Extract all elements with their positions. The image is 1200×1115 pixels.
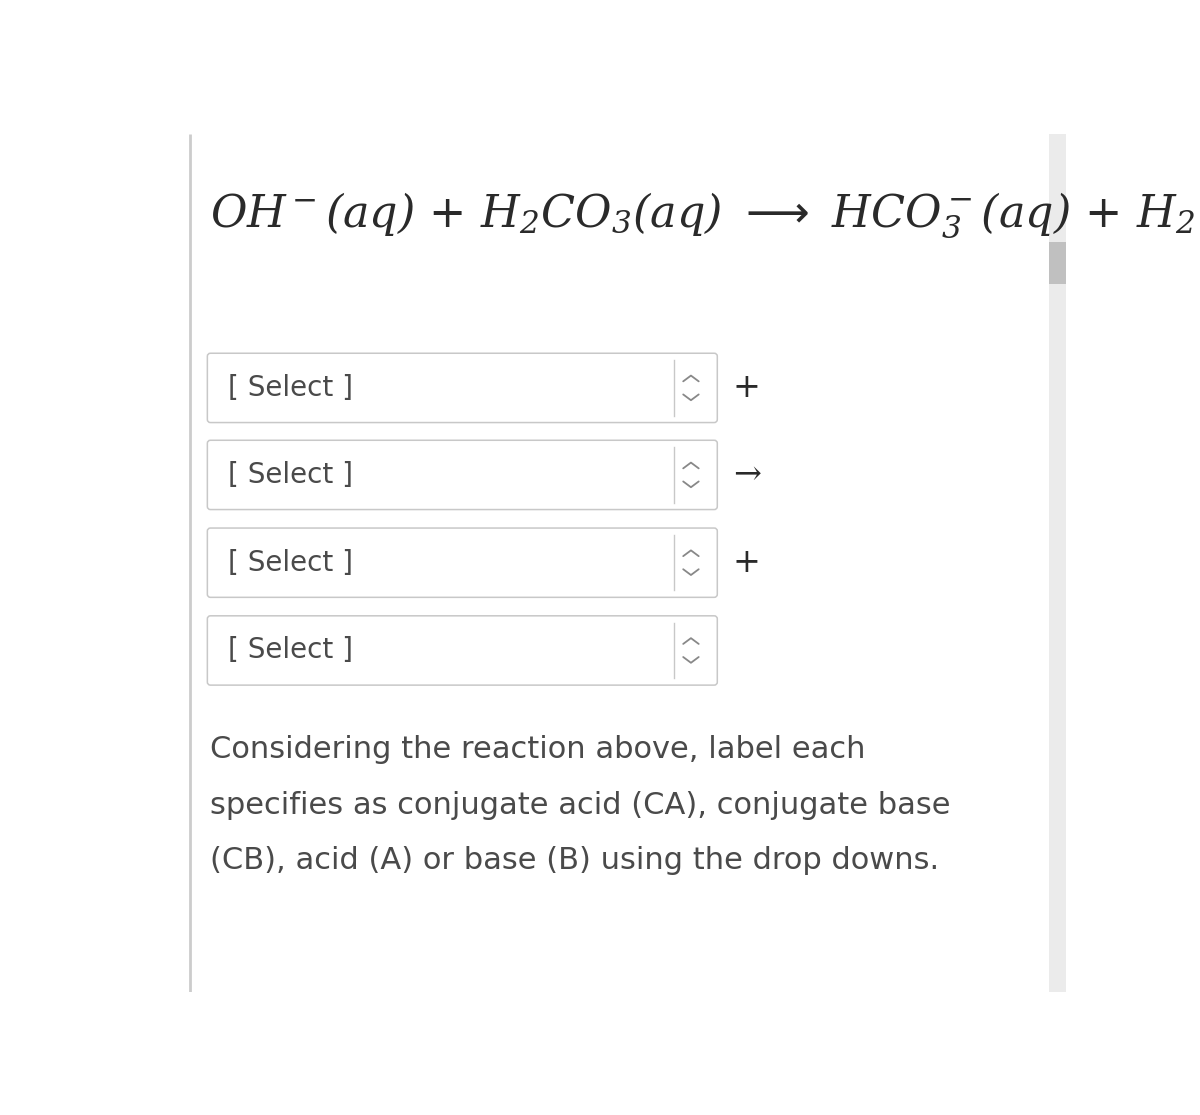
Text: [ Select ]: [ Select ] xyxy=(228,549,353,576)
FancyBboxPatch shape xyxy=(208,440,718,510)
Text: →: → xyxy=(733,459,761,491)
FancyBboxPatch shape xyxy=(208,353,718,423)
Text: (CB), acid (A) or base (B) using the drop downs.: (CB), acid (A) or base (B) using the dro… xyxy=(210,846,940,875)
Text: specifies as conjugate acid (CA), conjugate base: specifies as conjugate acid (CA), conjug… xyxy=(210,791,950,820)
FancyBboxPatch shape xyxy=(150,134,1080,992)
Text: [ Select ]: [ Select ] xyxy=(228,637,353,665)
FancyBboxPatch shape xyxy=(1049,134,1066,992)
FancyBboxPatch shape xyxy=(208,615,718,685)
Text: +: + xyxy=(733,546,761,579)
FancyBboxPatch shape xyxy=(208,529,718,598)
Text: Considering the reaction above, label each: Considering the reaction above, label ea… xyxy=(210,735,866,764)
FancyBboxPatch shape xyxy=(1049,242,1066,284)
Text: [ Select ]: [ Select ] xyxy=(228,374,353,401)
Text: [ Select ]: [ Select ] xyxy=(228,460,353,488)
Text: +: + xyxy=(733,372,761,404)
Text: OH$\mathregular{^-}$(aq) + H$\mathregular{_2}$CO$\mathregular{_3}$(aq) $\longrig: OH$\mathregular{^-}$(aq) + H$\mathregula… xyxy=(210,190,1195,240)
